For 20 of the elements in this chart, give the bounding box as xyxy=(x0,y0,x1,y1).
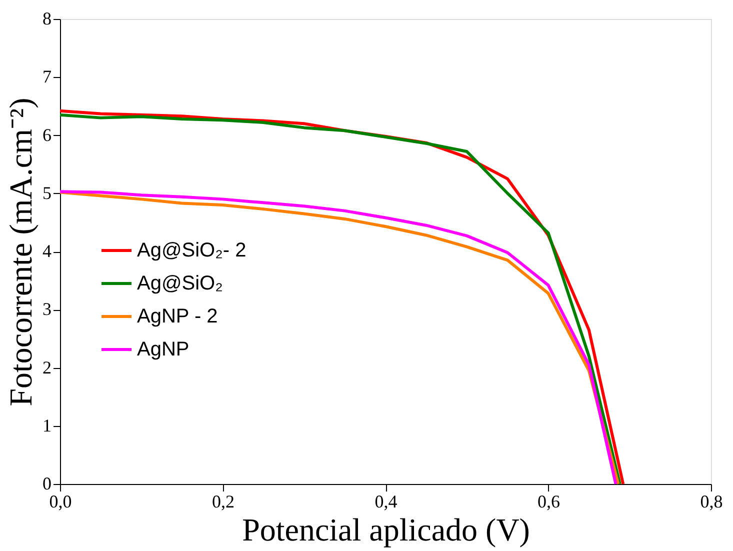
legend-label: AgNP xyxy=(137,338,190,360)
y-tick-label: 7 xyxy=(42,66,52,87)
x-tick-label: 0,4 xyxy=(374,492,398,512)
x-axis-title: Potencial aplicado (V) xyxy=(242,512,530,548)
y-tick-label: 1 xyxy=(42,415,52,436)
legend-label: Ag@SiO₂- 2 xyxy=(137,240,246,262)
y-tick-label: 5 xyxy=(42,182,52,203)
x-tick-label: 0,8 xyxy=(700,492,723,512)
y-tick-label: 0 xyxy=(42,474,52,494)
x-tick-label: 0,6 xyxy=(538,492,560,512)
y-axis-title: Fotocorrente (mA.cm⁻²) xyxy=(2,98,38,406)
y-tick-label: 2 xyxy=(42,357,52,378)
y-tick-label: 6 xyxy=(42,124,52,145)
y-tick-label: 4 xyxy=(42,241,52,261)
x-tick-label: 0,2 xyxy=(212,492,234,512)
x-tick-label: 0,0 xyxy=(49,492,72,512)
legend-label: AgNP - 2 xyxy=(137,306,218,328)
y-tick-label: 3 xyxy=(42,299,52,320)
legend-label: Ag@SiO₂ xyxy=(137,272,223,294)
y-tick-label: 8 xyxy=(42,8,52,28)
